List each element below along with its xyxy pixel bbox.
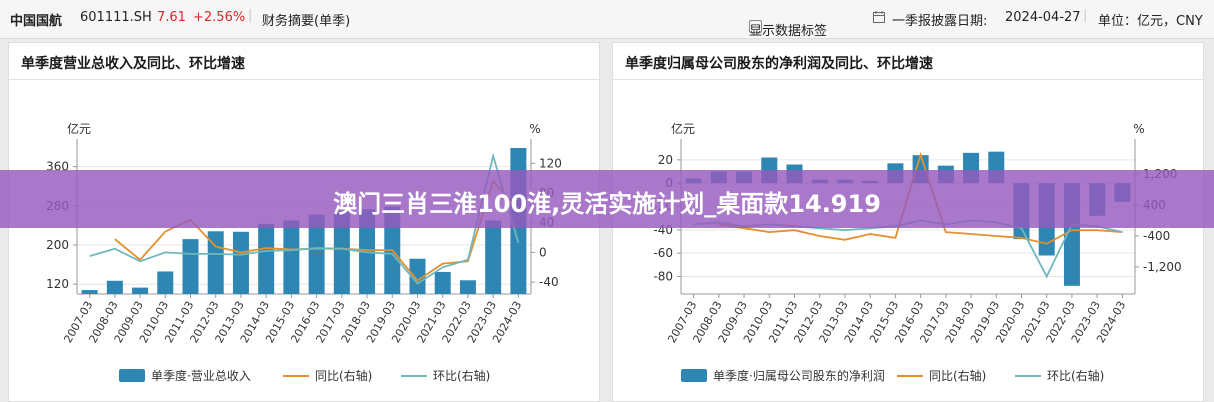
stock-name: 中国国航 [10,14,63,29]
bar [157,271,174,294]
bar [283,220,300,294]
show-labels-text: 显示数据标签 [749,24,828,39]
bar [409,258,426,294]
left-tick-label: -60 [653,246,673,260]
bar [132,287,149,294]
bar [182,239,199,294]
stock-header: 中国国航 601111.SH 7.61 +2.56% | 财务摘要(单季) 显示… [0,0,1214,39]
divider: | [248,8,253,23]
stock-price: 7.61 [157,10,186,25]
bar [434,271,451,294]
title-divider [613,79,1203,80]
legend-swatch [119,369,145,382]
title-divider [9,79,599,80]
series-line [693,219,1123,279]
disclosure-date[interactable]: 2024-04-27 [1005,10,1081,25]
left-axis-unit: 亿元 [67,121,91,136]
calendar-icon [872,10,886,28]
right-tick-label: 120 [539,156,562,170]
bar [81,290,98,294]
bar [308,214,325,294]
stock-change: +2.56% [193,10,246,25]
bar [333,210,350,294]
legend-label: 同比(右轴) [315,368,372,383]
left-tick-label: 200 [46,238,69,252]
right-tick-label: -40 [539,275,559,289]
right-axis-unit: % [529,122,540,136]
disclosure-label: 一季报披露日期: [892,14,988,29]
divider: | [1083,8,1088,23]
revenue-chart: 亿元%120200280360-40040801202007-032008-03… [46,121,562,383]
right-axis-unit: % [1133,122,1144,136]
unit-label: 单位：亿元，CNY [1098,14,1203,29]
banner-text: 澳门三肖三淮100淮,灵活实施计划_桌面款14.919 [333,190,881,218]
right-tick-label: -400 [1143,229,1170,243]
legend-label: 单季度·营业总收入 [151,368,251,383]
left-tick-label: 120 [46,277,69,291]
checkbox-icon [749,20,762,33]
legend-swatch [681,369,707,382]
right-tick-label: 0 [539,245,547,259]
left-tick-label: -80 [653,270,673,284]
overlay-banner: 澳门三肖三淮100淮,灵活实施计划_桌面款14.919 [0,170,1214,228]
bar [106,280,123,294]
bar [232,231,249,294]
chart-title: 单季度营业总收入及同比、环比增速 [21,56,245,72]
right-tick-label: -1,200 [1143,260,1182,274]
bar [485,220,502,294]
legend-label: 单季度·归属母公司股东的净利润 [713,368,885,383]
left-tick-label: 20 [658,153,673,167]
series-line [718,151,1123,245]
chart-title: 单季度归属母公司股东的净利润及同比、环比增速 [625,56,933,72]
legend-label: 同比(右轴) [929,368,986,383]
left-axis-unit: 亿元 [671,121,695,136]
series-line [89,152,520,285]
stock-code: 601111.SH [80,10,152,25]
profit-chart: 亿元%-80-60-40-20020-1,200-4004001,2002007… [653,121,1182,383]
legend-label: 环比(右轴) [1047,368,1104,383]
bar [258,223,275,294]
legend-label: 环比(右轴) [433,368,490,383]
report-type: 财务摘要(单季) [262,14,351,29]
bar [459,280,476,294]
